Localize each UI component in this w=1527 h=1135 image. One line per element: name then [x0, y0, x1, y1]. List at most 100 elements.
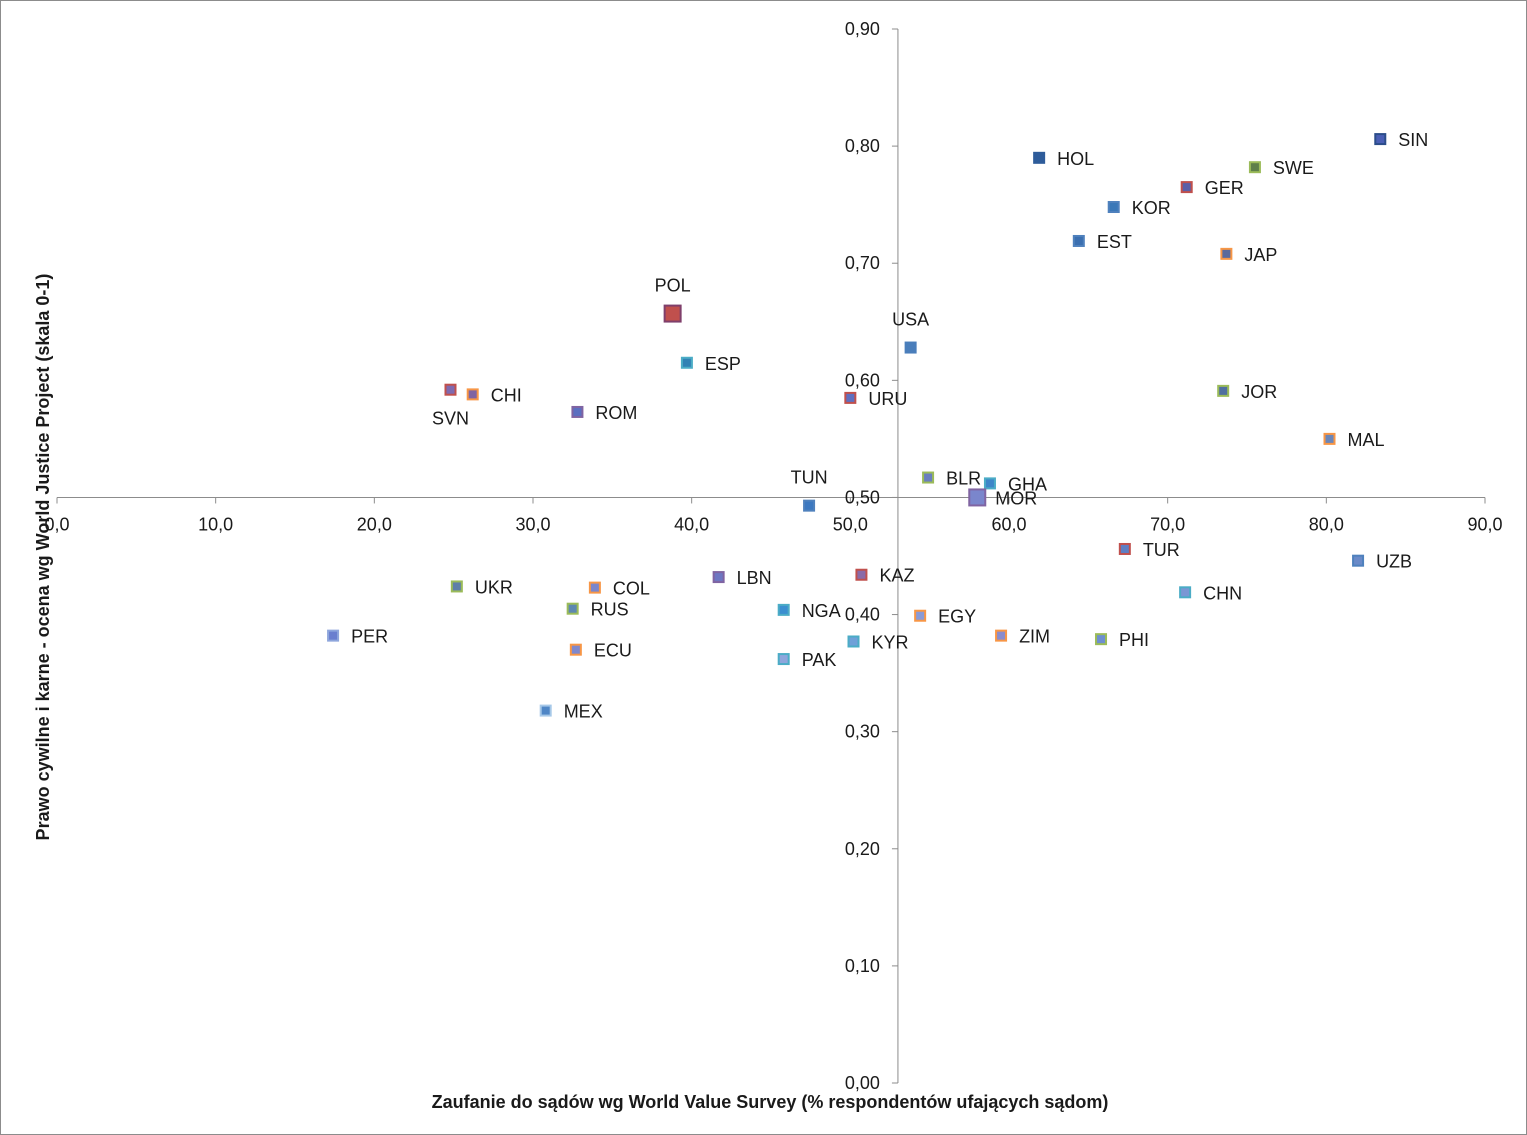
point-per — [327, 629, 340, 642]
point-tur — [1118, 542, 1131, 555]
point-label-pol: POL — [655, 276, 691, 296]
point-chi — [466, 388, 479, 401]
point-label-jap: JAP — [1244, 245, 1277, 265]
point-label-uru: URU — [868, 389, 907, 409]
y-tick-label: 0,90 — [845, 19, 880, 39]
y-tick-label: 0,20 — [845, 839, 880, 859]
point-nga — [777, 603, 790, 616]
point-label-kaz: KAZ — [879, 566, 914, 586]
point-label-per: PER — [351, 627, 388, 647]
point-rom — [571, 405, 584, 418]
point-blr — [922, 471, 935, 484]
point-kyr — [847, 635, 860, 648]
point-label-esp: ESP — [705, 354, 741, 374]
point-hol — [1033, 151, 1046, 164]
point-esp — [680, 356, 693, 369]
point-label-sin: SIN — [1398, 130, 1428, 150]
point-svn — [444, 383, 457, 396]
point-zim — [995, 629, 1008, 642]
point-tun — [803, 499, 816, 512]
x-tick-label: 80,0 — [1309, 514, 1344, 534]
y-tick-label: 0,40 — [845, 605, 880, 625]
point-kaz — [855, 568, 868, 581]
point-chn — [1179, 586, 1192, 599]
y-tick-label: 0,00 — [845, 1073, 880, 1093]
point-label-rus: RUS — [591, 600, 629, 620]
x-tick-label: 20,0 — [357, 514, 392, 534]
point-jor — [1217, 384, 1230, 397]
point-label-mex: MEX — [564, 702, 603, 722]
point-sin — [1374, 133, 1387, 146]
point-label-rom: ROM — [595, 403, 637, 423]
point-label-ecu: ECU — [594, 641, 632, 661]
point-jap — [1220, 247, 1233, 260]
point-phi — [1095, 633, 1108, 646]
point-label-chn: CHN — [1203, 583, 1242, 603]
data-points — [327, 133, 1387, 717]
point-label-egy: EGY — [938, 607, 976, 627]
point-label-uzb: UZB — [1376, 552, 1412, 572]
point-label-chi: CHI — [491, 385, 522, 405]
point-label-lbn: LBN — [737, 568, 772, 588]
point-label-zim: ZIM — [1019, 627, 1050, 647]
point-label-jor: JOR — [1241, 382, 1277, 402]
point-uru — [844, 391, 857, 404]
point-uzb — [1352, 554, 1365, 567]
ticks: 0,0 10,0 20,0 30,0 40,0 50,0 60,0 70,0 80,0 90,0 0… — [44, 19, 1502, 1093]
point-pak — [777, 653, 790, 666]
point-est — [1072, 234, 1085, 247]
point-kor — [1107, 201, 1120, 214]
point-gha — [983, 477, 996, 490]
y-tick-label: 0,80 — [845, 136, 880, 156]
point-swe — [1248, 161, 1261, 174]
point-label-gha: GHA — [1008, 474, 1047, 494]
point-label-ger: GER — [1205, 178, 1244, 198]
point-mex — [539, 704, 552, 717]
point-label-swe: SWE — [1273, 158, 1314, 178]
point-label-blr: BLR — [946, 469, 981, 489]
point-rus — [566, 602, 579, 615]
point-label-mal: MAL — [1348, 430, 1385, 450]
y-tick-label: 0,50 — [845, 487, 880, 507]
point-label-ukr: UKR — [475, 577, 513, 597]
x-tick-label: 0,0 — [44, 514, 69, 534]
point-mal — [1323, 432, 1336, 445]
x-axis-title: Zaufanie do sądów wg World Value Survey … — [432, 1092, 1109, 1112]
point-pol — [663, 304, 682, 323]
point-label-tun: TUN — [791, 468, 828, 488]
point-label-col: COL — [613, 579, 650, 599]
y-tick-label: 0,70 — [845, 253, 880, 273]
x-tick-label: 30,0 — [515, 514, 550, 534]
point-col — [588, 581, 601, 594]
point-ger — [1180, 181, 1193, 194]
point-lbn — [712, 571, 725, 584]
point-usa — [904, 341, 917, 354]
point-label-tur: TUR — [1143, 540, 1180, 560]
x-tick-label: 10,0 — [198, 514, 233, 534]
point-ukr — [450, 580, 463, 593]
x-tick-label: 40,0 — [674, 514, 709, 534]
point-egy — [914, 609, 927, 622]
point-mor — [968, 488, 987, 507]
y-tick-label: 0,30 — [845, 722, 880, 742]
axes — [57, 29, 1485, 1083]
y-axis-title: Prawo cywilne i karne - ocena wg World J… — [33, 274, 53, 841]
point-label-svn: SVN — [432, 409, 469, 429]
point-label-phi: PHI — [1119, 630, 1149, 650]
y-tick-label: 0,10 — [845, 956, 880, 976]
point-label-pak: PAK — [802, 650, 837, 670]
point-label-kyr: KYR — [872, 632, 909, 652]
x-tick-label: 70,0 — [1150, 514, 1185, 534]
x-tick-label: 90,0 — [1467, 514, 1502, 534]
point-label-est: EST — [1097, 232, 1132, 252]
point-label-usa: USA — [892, 310, 929, 330]
x-tick-label: 50,0 — [833, 514, 868, 534]
point-ecu — [569, 643, 582, 656]
x-tick-label: 60,0 — [991, 514, 1026, 534]
point-label-mor: MOR — [995, 488, 1037, 508]
point-label-hol: HOL — [1057, 149, 1094, 169]
point-label-nga: NGA — [802, 601, 841, 621]
